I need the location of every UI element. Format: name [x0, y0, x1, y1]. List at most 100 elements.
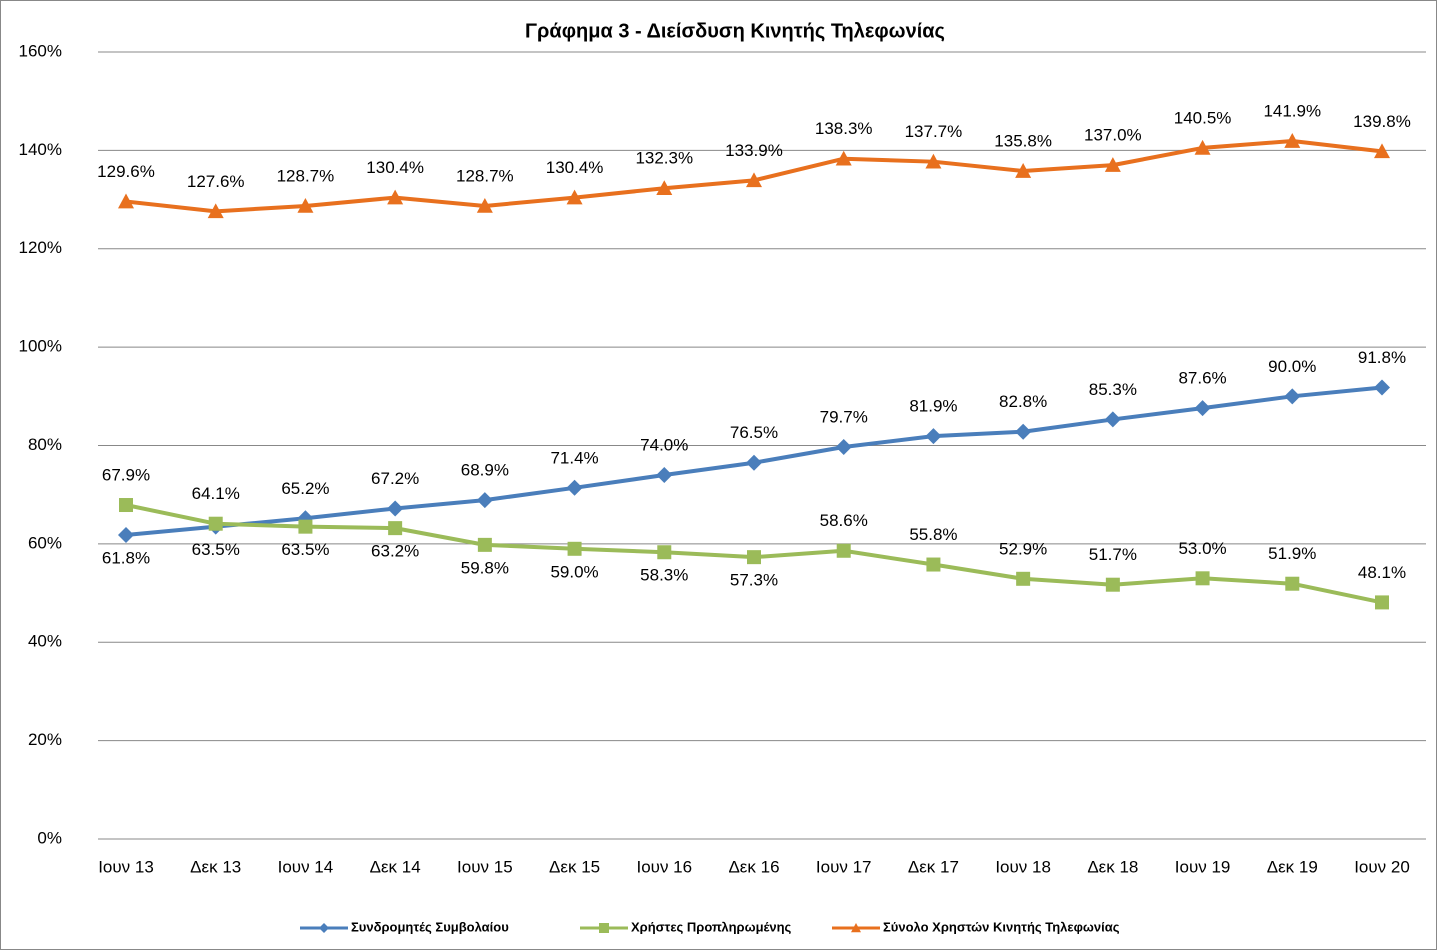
data-label: 61.8%	[102, 549, 150, 568]
point	[1016, 571, 1031, 586]
x-tick-label: Ιουν 13	[98, 857, 154, 876]
data-label: 63.5%	[281, 540, 329, 559]
data-label: 140.5%	[1174, 108, 1232, 127]
data-label: 129.6%	[97, 162, 155, 181]
point	[297, 197, 314, 213]
point	[1104, 411, 1121, 428]
point	[1195, 571, 1210, 586]
data-label: 63.5%	[192, 540, 240, 559]
data-label: 67.9%	[102, 466, 150, 485]
data-label: 91.8%	[1358, 348, 1406, 367]
y-tick-label: 140%	[19, 140, 62, 159]
point	[926, 557, 941, 572]
x-tick-label: Ιουν 19	[1175, 857, 1231, 876]
x-tick-label: Ιουν 17	[816, 857, 872, 876]
data-label: 138.3%	[815, 119, 873, 138]
data-label: 130.4%	[546, 158, 604, 177]
chart-title: Γράφημα 3 - Διείσδυση Κινητής Τηλεφωνίας	[525, 20, 945, 42]
point	[925, 153, 942, 169]
data-label: 87.6%	[1178, 369, 1226, 388]
point	[388, 521, 403, 536]
y-tick-label: 60%	[28, 533, 62, 552]
data-label: 67.2%	[371, 469, 419, 488]
point	[746, 172, 762, 188]
x-tick-label: Δεκ 15	[549, 857, 600, 876]
point	[1374, 143, 1390, 159]
x-tick-label: Ιουν 16	[636, 857, 692, 876]
data-label: 48.1%	[1358, 563, 1406, 582]
point	[925, 428, 942, 445]
data-label: 141.9%	[1263, 102, 1321, 121]
x-tick-label: Δεκ 17	[908, 857, 959, 876]
data-label: 139.8%	[1353, 112, 1411, 131]
point	[1374, 379, 1390, 396]
point	[119, 498, 133, 513]
point	[476, 492, 493, 509]
x-tick-label: Δεκ 14	[370, 857, 421, 876]
y-tick-label: 40%	[28, 632, 62, 651]
x-tick-label: Δεκ 19	[1267, 857, 1318, 876]
x-tick-label: Δεκ 13	[190, 857, 241, 876]
data-label: 82.8%	[999, 392, 1047, 411]
point	[836, 543, 851, 558]
data-label: 55.8%	[909, 525, 957, 544]
legend-label: Συνδρομητές Συμβολαίου	[351, 919, 509, 934]
data-label: 63.2%	[371, 542, 419, 561]
y-tick-label: 100%	[19, 337, 62, 356]
point	[566, 189, 583, 205]
point	[657, 545, 672, 560]
point	[1285, 576, 1300, 591]
data-label: 64.1%	[192, 484, 240, 503]
point	[746, 454, 762, 471]
data-label: 51.7%	[1089, 545, 1137, 564]
data-label: 130.4%	[366, 158, 424, 177]
data-label: 85.3%	[1089, 380, 1137, 399]
point	[387, 500, 404, 517]
point	[1104, 157, 1121, 172]
point	[208, 516, 223, 531]
data-label: 137.7%	[905, 122, 963, 141]
data-label: 135.8%	[994, 132, 1052, 151]
point	[207, 203, 224, 219]
x-tick-label: Ιουν 20	[1354, 857, 1410, 876]
data-label: 58.3%	[640, 566, 688, 585]
data-label: 132.3%	[635, 149, 693, 168]
point	[567, 541, 582, 556]
point	[1375, 595, 1389, 610]
y-tick-label: 120%	[19, 238, 62, 257]
point	[747, 550, 761, 565]
data-label: 53.0%	[1178, 539, 1226, 558]
data-label: 59.8%	[461, 558, 509, 577]
data-label: 71.4%	[550, 448, 598, 467]
point	[118, 527, 134, 544]
y-tick-label: 80%	[28, 435, 62, 454]
point	[1015, 423, 1032, 440]
point	[1284, 133, 1301, 148]
data-label: 79.7%	[820, 407, 868, 426]
point	[835, 438, 852, 455]
point	[1015, 163, 1032, 178]
y-tick-label: 160%	[19, 41, 62, 60]
point	[298, 519, 313, 534]
data-label: 68.9%	[461, 461, 509, 480]
point	[387, 189, 404, 205]
data-label: 74.0%	[640, 435, 688, 454]
point	[319, 923, 329, 933]
point	[566, 479, 583, 496]
x-tick-label: Ιουν 14	[278, 857, 334, 876]
point	[476, 197, 493, 213]
data-label: 57.3%	[730, 571, 778, 590]
legend-label: Χρήστες Προπληρωμένης	[631, 919, 792, 934]
data-label: 137.0%	[1084, 126, 1142, 145]
point	[1194, 139, 1211, 155]
point	[656, 467, 673, 484]
data-label: 58.6%	[820, 511, 868, 530]
point	[1284, 388, 1301, 405]
data-label: 127.6%	[187, 172, 245, 191]
data-label: 65.2%	[281, 479, 329, 498]
data-label: 76.5%	[730, 423, 778, 442]
x-tick-label: Δεκ 16	[728, 857, 779, 876]
point	[851, 923, 861, 933]
data-label: 51.9%	[1268, 544, 1316, 563]
